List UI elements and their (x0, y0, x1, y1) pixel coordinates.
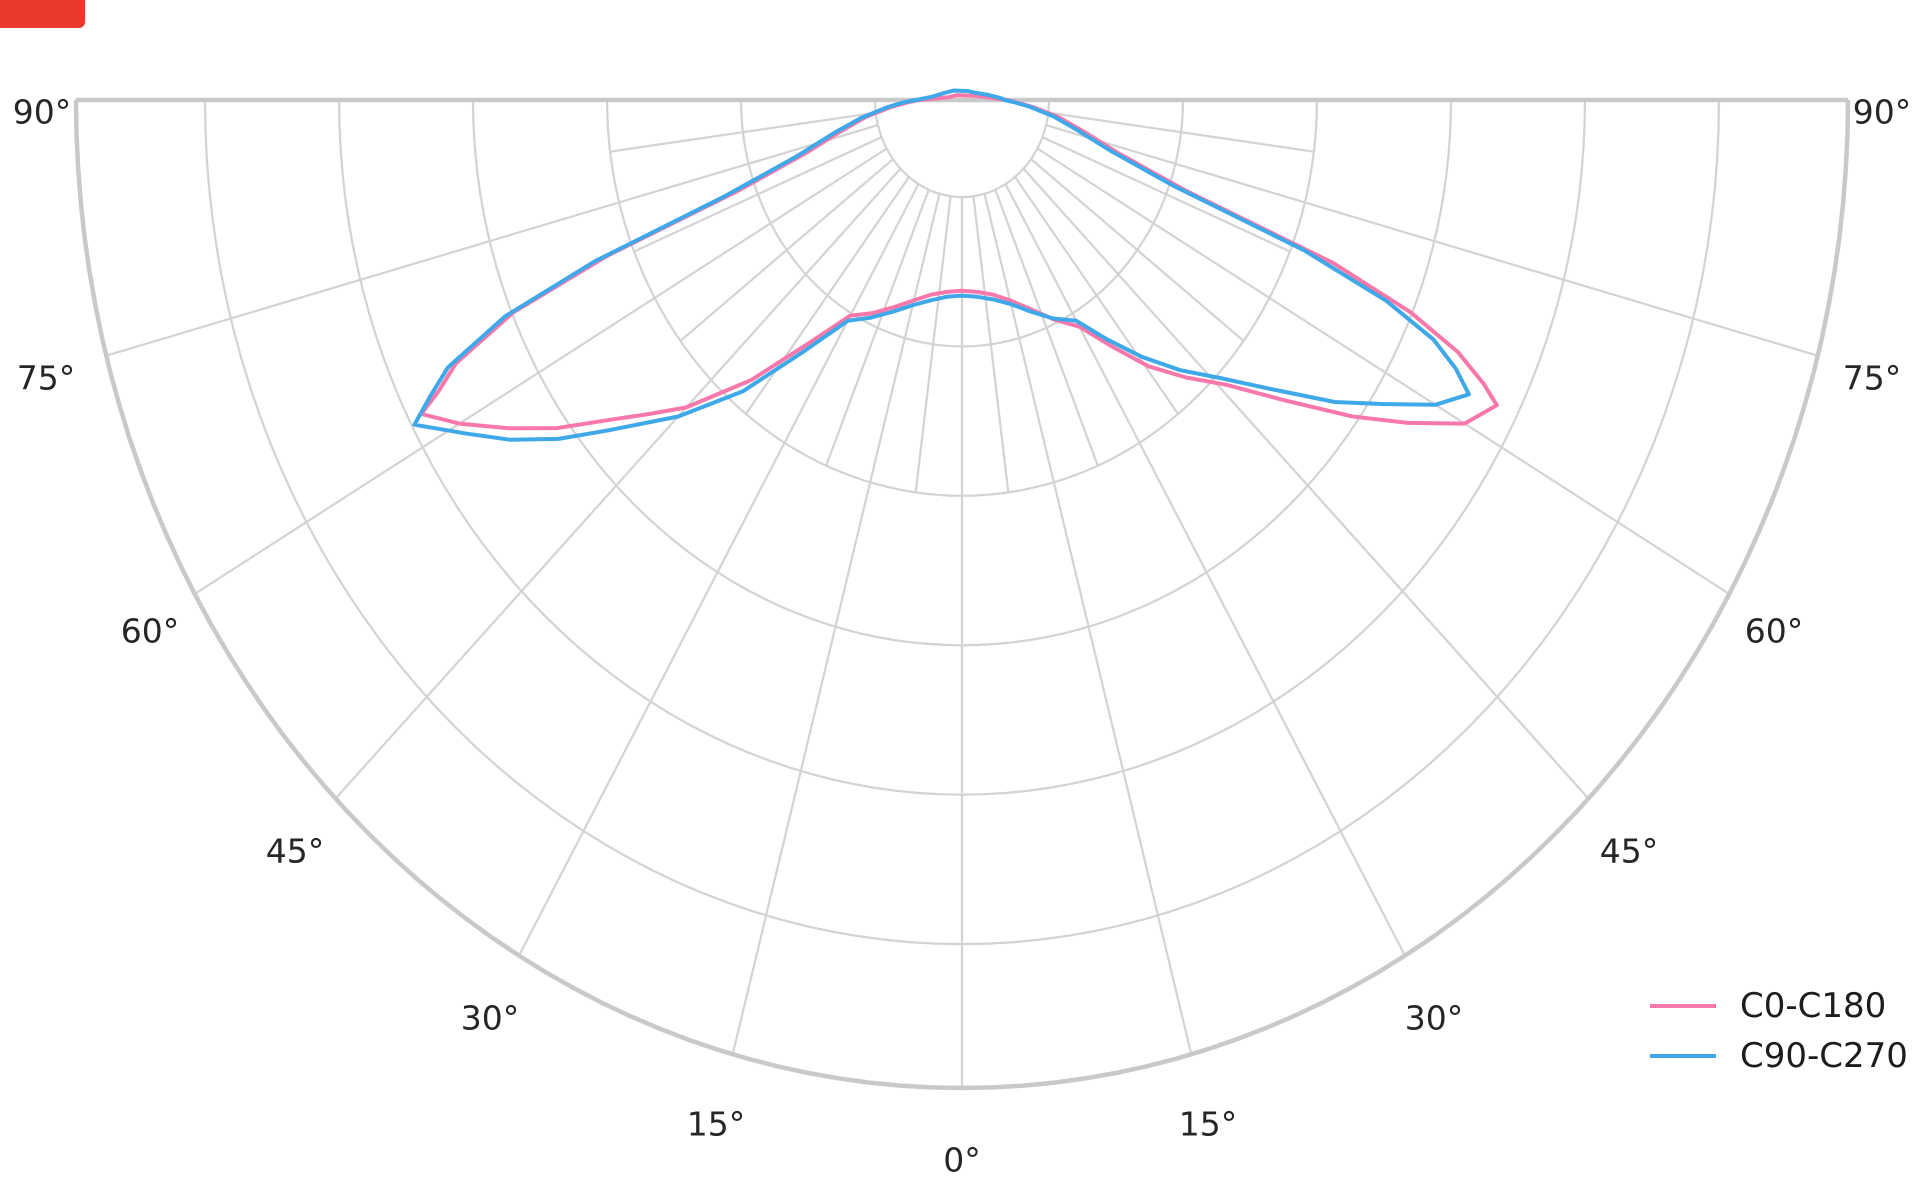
angle-tick-label: 45° (1599, 831, 1659, 871)
angle-tick-label: 30° (460, 998, 520, 1038)
angle-tick-label: 90° (12, 92, 72, 132)
legend-item-c0-c180: C0-C180 (1650, 984, 1908, 1028)
angle-tick-label: 30° (1404, 998, 1464, 1038)
angle-tick-label: 60° (1744, 611, 1804, 651)
angle-tick-label: 60° (120, 611, 180, 651)
curve-c90-c270 (412, 88, 1471, 442)
legend-swatch-c0-c180 (1650, 1004, 1716, 1008)
curve-c0-c180 (419, 93, 1499, 431)
angle-tick-label: 90° (1852, 92, 1912, 132)
legend-swatch-c90-c270 (1650, 1054, 1716, 1058)
legend-label-c0-c180: C0-C180 (1740, 986, 1887, 1026)
angle-tick-label: 15° (686, 1104, 746, 1144)
legend-item-c90-c270: C90-C270 (1650, 1034, 1908, 1078)
record-indicator-bar (0, 0, 85, 28)
angle-tick-label: 15° (1178, 1104, 1238, 1144)
angle-tick-label: 75° (1842, 358, 1902, 398)
legend-label-c90-c270: C90-C270 (1740, 1036, 1908, 1076)
legend: C0-C180 C90-C270 (1650, 984, 1908, 1078)
angle-tick-label: 75° (16, 358, 76, 398)
angle-tick-label: 45° (265, 831, 325, 871)
angle-tick-label: 0° (943, 1140, 981, 1180)
